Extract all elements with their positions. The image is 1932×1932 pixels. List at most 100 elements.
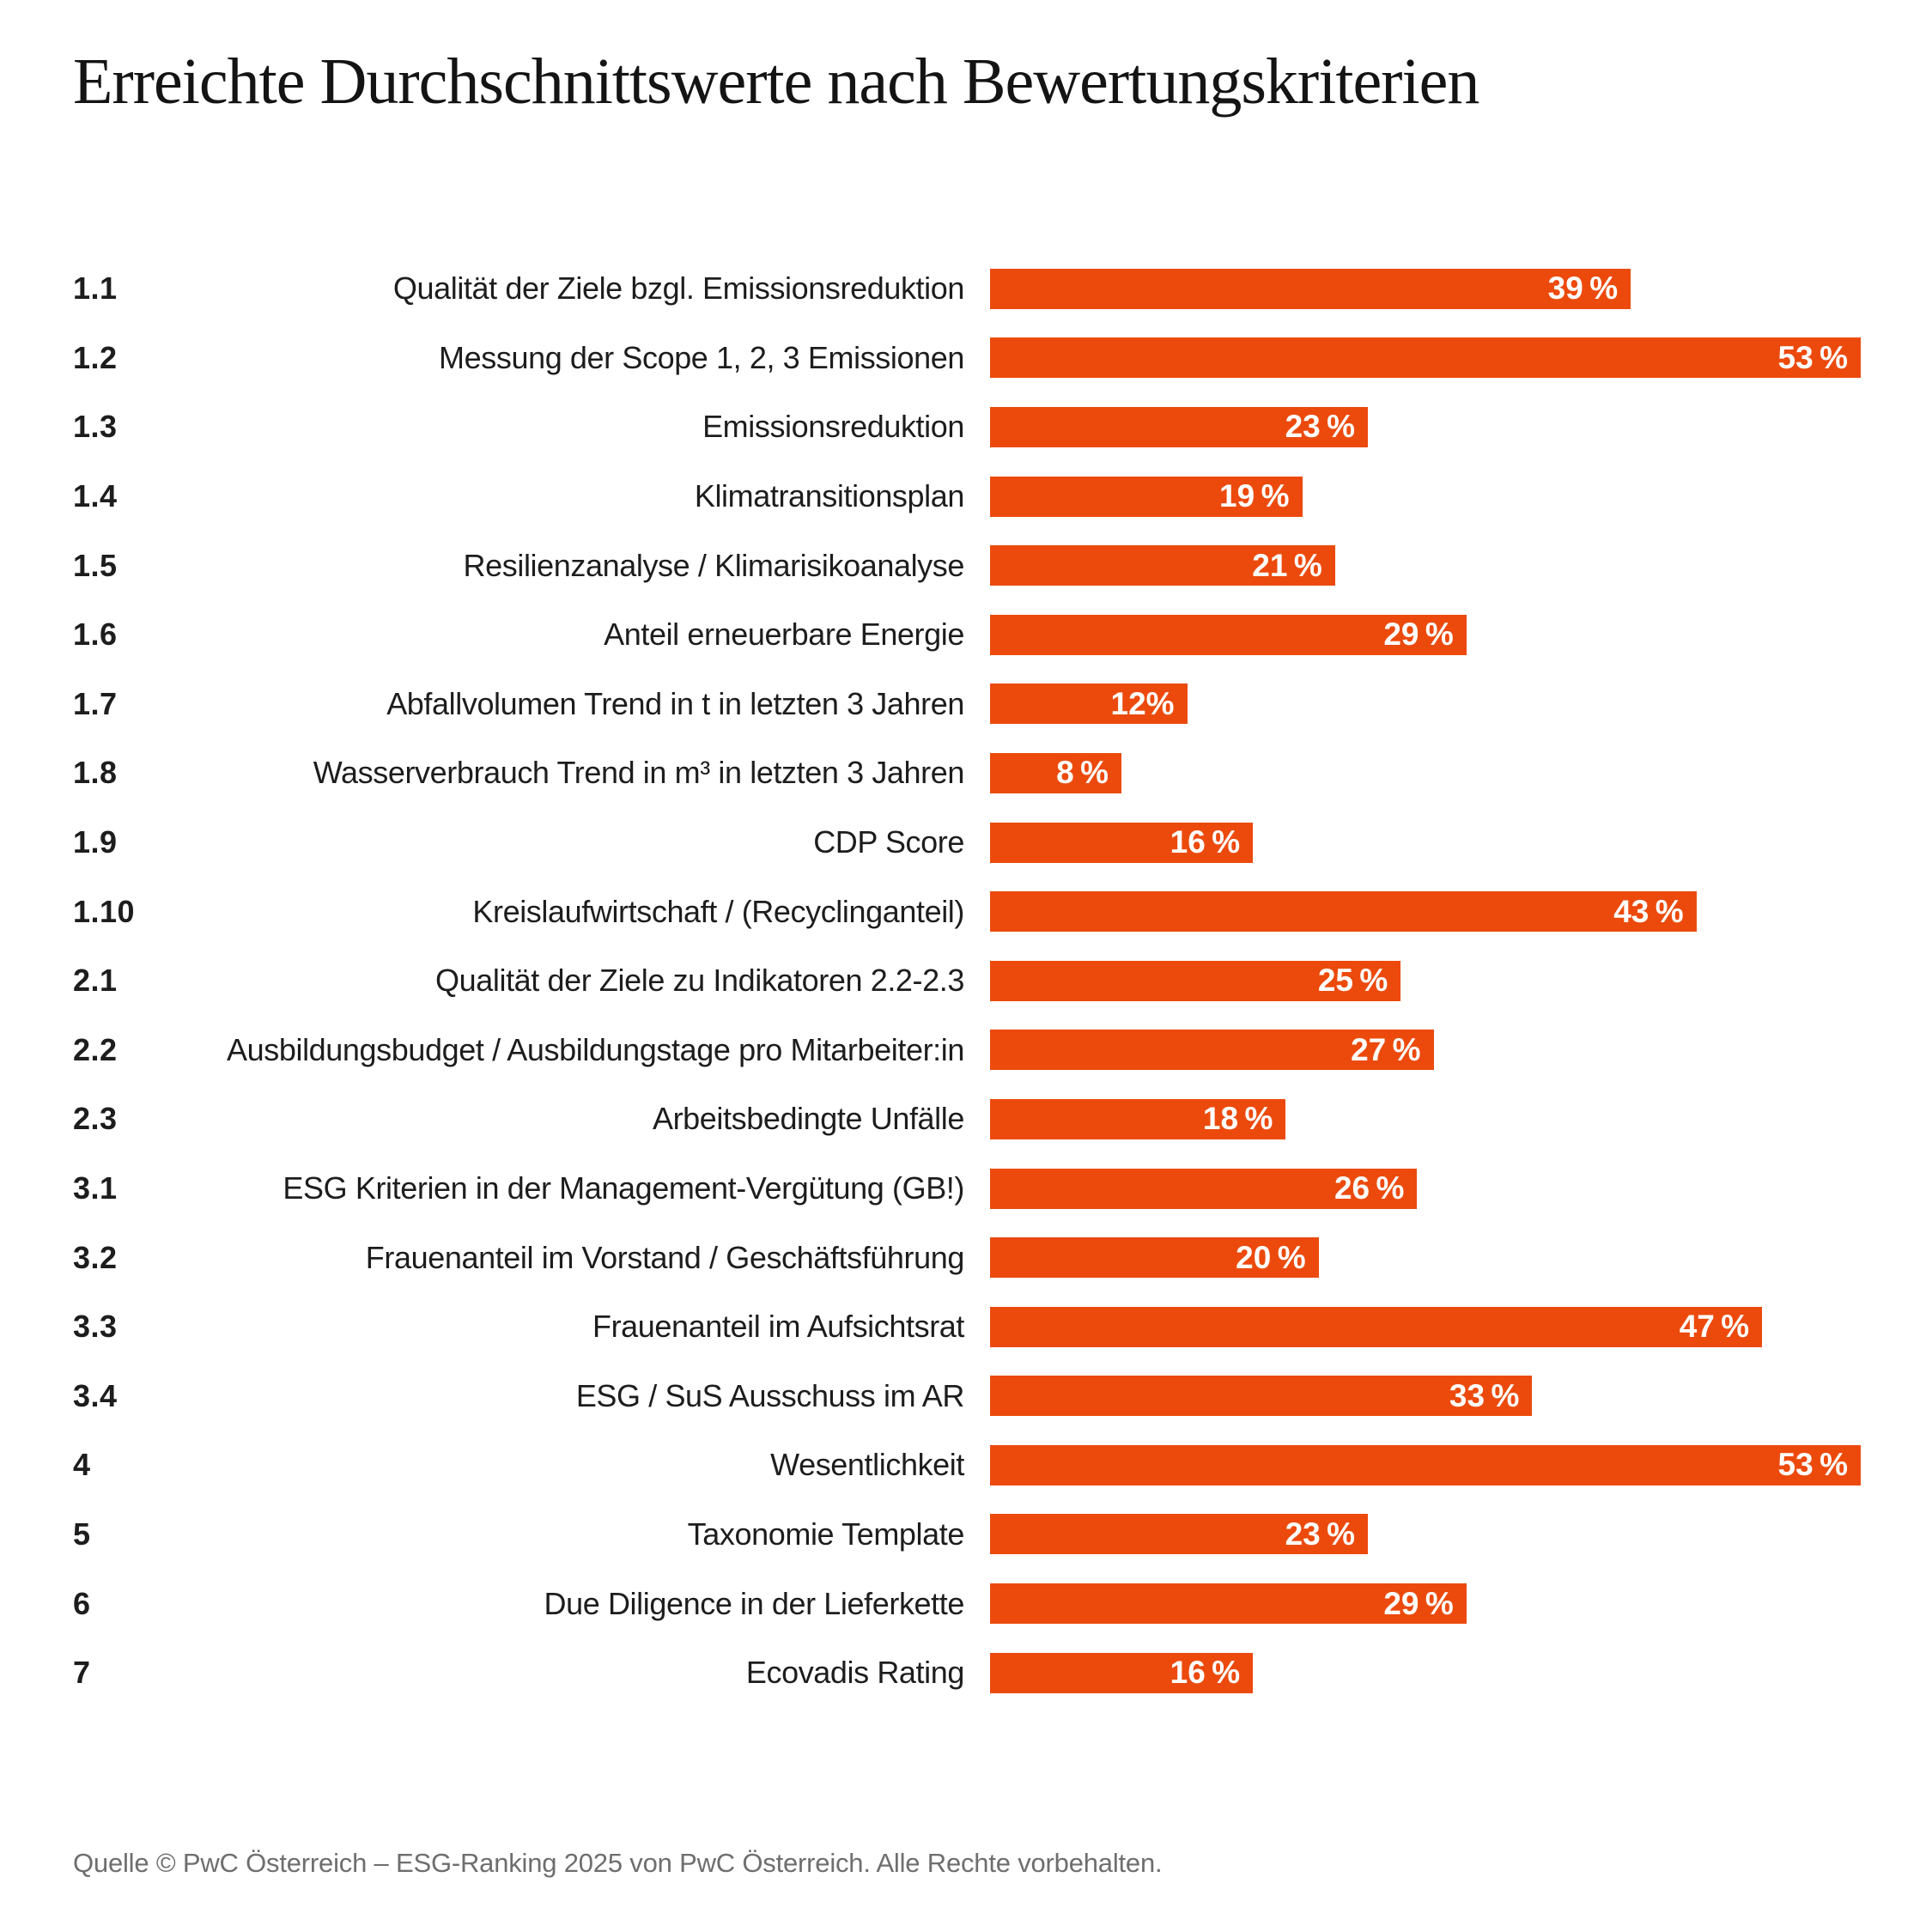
bar: 33 %: [990, 1376, 1533, 1417]
row-code: 5: [73, 1516, 91, 1552]
row-code: 1.10: [73, 893, 136, 929]
value-label: 21 %: [1252, 547, 1322, 583]
bar: 20 %: [990, 1237, 1319, 1279]
chart-title: Erreichte Durchschnittswerte nach Bewert…: [73, 46, 1479, 118]
chart-row: 1.1 Qualität der Ziele bzgl. Emissionsre…: [73, 254, 1861, 324]
bar: 53 %: [990, 1444, 1861, 1485]
value-label: 23 %: [1285, 409, 1356, 445]
row-code: 4: [73, 1447, 91, 1483]
value-label: 53 %: [1777, 339, 1848, 375]
row-label: Wasserverbrauch Trend in m³ in letzten 3…: [313, 755, 965, 791]
value-label: 26 %: [1334, 1170, 1405, 1206]
bar-area: 19 %: [990, 476, 1861, 517]
bar: 25 %: [990, 960, 1401, 1001]
row-label: CDP Score: [813, 824, 964, 860]
bar-area: 27 %: [990, 1030, 1861, 1071]
row-code: 6: [73, 1585, 91, 1621]
row-label: Abfallvolumen Trend in t in letzten 3 Ja…: [386, 685, 964, 721]
bar: 12%: [990, 683, 1188, 725]
chart-row: 3.2 Frauenanteil im Vorstand / Geschäfts…: [73, 1223, 1861, 1292]
bar-area: 21 %: [990, 545, 1861, 586]
bar-area: 29 %: [990, 1583, 1861, 1625]
row-label: Ausbildungsbudget / Ausbildungstage pro …: [227, 1031, 964, 1067]
bar: 39 %: [990, 268, 1631, 309]
row-label: Ecovadis Rating: [745, 1655, 965, 1691]
bar-area: 25 %: [990, 960, 1861, 1001]
value-label: 20 %: [1236, 1239, 1306, 1275]
row-label: Wesentlichkeit: [770, 1447, 964, 1483]
row-code: 1.4: [73, 478, 118, 514]
bar-area: 16 %: [990, 822, 1861, 863]
value-label: 47 %: [1679, 1309, 1750, 1345]
bar: 53 %: [990, 337, 1861, 379]
bar: 18 %: [990, 1098, 1286, 1139]
value-label: 8 %: [1056, 755, 1109, 791]
chart-row: 3.1 ESG Kriterien in der Management-Verg…: [73, 1154, 1861, 1224]
row-label: Kreislaufwirtschaft / (Recyclinganteil): [472, 893, 964, 929]
row-code: 3.1: [73, 1170, 118, 1206]
bar-area: 16 %: [990, 1652, 1861, 1693]
bar-area: 53 %: [990, 337, 1861, 379]
bar-area: 39 %: [990, 268, 1861, 309]
row-label: Frauenanteil im Aufsichtsrat: [592, 1309, 964, 1345]
bar: 26 %: [990, 1168, 1418, 1209]
chart-row: 3.4 ESG / SuS Ausschuss im AR 33 %: [73, 1362, 1861, 1431]
chart-row: 2.1 Qualität der Ziele zu Indikatoren 2.…: [73, 946, 1861, 1016]
row-label: Arbeitsbedingte Unfälle: [652, 1101, 964, 1137]
bar-area: 23 %: [990, 1514, 1861, 1555]
chart-row: 1.2 Messung der Scope 1, 2, 3 Emissionen…: [73, 324, 1861, 393]
chart-row: 1.7 Abfallvolumen Trend in t in letzten …: [73, 670, 1861, 739]
row-label: ESG / SuS Ausschuss im AR: [575, 1377, 965, 1413]
row-code: 1.6: [73, 617, 118, 653]
row-label: Resilienzanalyse / Klimarisikoanalyse: [463, 547, 965, 583]
row-label: Frauenanteil im Vorstand / Geschäftsführ…: [365, 1239, 965, 1275]
chart-row: 6 Due Diligence in der Lieferkette 29 %: [73, 1569, 1861, 1638]
value-label: 43 %: [1613, 893, 1684, 929]
row-code: 1.3: [73, 409, 118, 445]
bar-chart: 1.1 Qualität der Ziele bzgl. Emissionsre…: [73, 254, 1861, 1707]
row-code: 1.2: [73, 339, 118, 375]
row-code: 3.4: [73, 1377, 118, 1413]
value-label: 16 %: [1170, 1655, 1241, 1691]
bar-area: 23 %: [990, 406, 1861, 447]
bar: 8 %: [990, 752, 1122, 793]
value-label: 23 %: [1285, 1516, 1356, 1552]
bar: 16 %: [990, 822, 1254, 863]
row-label: Messung der Scope 1, 2, 3 Emissionen: [439, 339, 964, 375]
bar: 21 %: [990, 545, 1335, 586]
bar-area: 20 %: [990, 1237, 1861, 1279]
value-label: 19 %: [1219, 478, 1290, 514]
chart-row: 1.3 Emissionsreduktion 23 %: [73, 392, 1861, 462]
row-code: 2.3: [73, 1101, 118, 1137]
row-code: 3.2: [73, 1239, 118, 1275]
value-label: 25 %: [1317, 963, 1388, 999]
row-code: 1.1: [73, 270, 118, 307]
row-label: Taxonomie Template: [687, 1516, 965, 1552]
chart-row: 1.4 Klimatransitionsplan 19 %: [73, 462, 1861, 532]
bar-area: 12%: [990, 683, 1861, 725]
bar: 23 %: [990, 1514, 1369, 1555]
bar-area: 18 %: [990, 1098, 1861, 1139]
row-label: Qualität der Ziele zu Indikatoren 2.2-2.…: [435, 963, 964, 999]
bar: 19 %: [990, 476, 1303, 517]
value-label: 27 %: [1351, 1031, 1421, 1067]
chart-row: 1.8 Wasserverbrauch Trend in m³ in letzt…: [73, 738, 1861, 808]
value-label: 12%: [1110, 685, 1175, 721]
value-label: 29 %: [1383, 1585, 1454, 1621]
bar: 23 %: [990, 406, 1369, 447]
row-label: ESG Kriterien in der Management-Vergütun…: [283, 1170, 964, 1206]
bar-area: 33 %: [990, 1376, 1861, 1417]
row-code: 3.3: [73, 1309, 118, 1345]
chart-row: 1.9 CDP Score 16 %: [73, 808, 1861, 878]
row-code: 1.5: [73, 547, 118, 583]
value-label: 29 %: [1383, 617, 1454, 653]
chart-row: 5 Taxonomie Template 23 %: [73, 1500, 1861, 1570]
bar: 16 %: [990, 1652, 1254, 1693]
value-label: 18 %: [1202, 1101, 1273, 1137]
bar: 29 %: [990, 614, 1467, 655]
bar-area: 43 %: [990, 891, 1861, 933]
value-label: 39 %: [1547, 270, 1619, 307]
value-label: 33 %: [1449, 1377, 1520, 1413]
bar: 47 %: [990, 1306, 1763, 1347]
